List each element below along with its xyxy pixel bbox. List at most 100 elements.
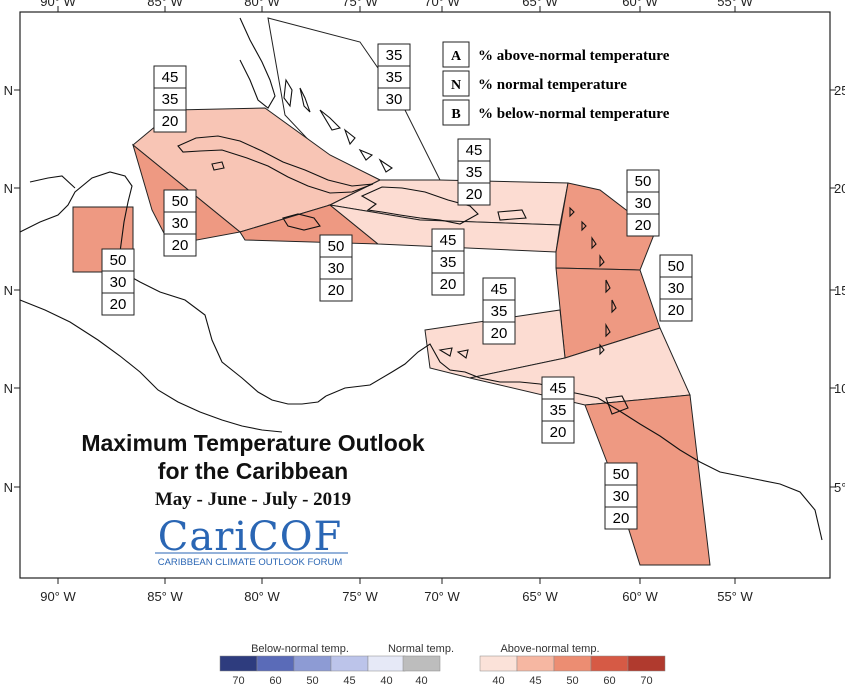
prob-cell	[431, 272, 465, 296]
prob-value-n: 30	[613, 488, 630, 505]
legend-below-swatch	[219, 655, 258, 672]
prob-value-a: 50	[613, 466, 630, 483]
legend-below-label: 60	[269, 675, 281, 684]
legend-above-label: 60	[603, 675, 615, 684]
key-box	[442, 41, 470, 68]
prob-value-a: 45	[440, 232, 457, 249]
lat-label-right: 15°	[834, 283, 845, 298]
lat-label-right: 5°	[834, 480, 845, 495]
prob-cell	[482, 321, 516, 345]
lat-label-left: N	[4, 283, 13, 298]
prob-box-guianas: 50 30 20	[604, 462, 638, 530]
prob-value-n: 30	[668, 280, 685, 297]
prob-value-n: 35	[162, 91, 179, 108]
prob-cell	[457, 182, 491, 206]
prob-value-n: 35	[440, 254, 457, 271]
hispaniola-coast	[360, 186, 479, 225]
lon-label-top: 75° W	[342, 0, 378, 9]
map-frame	[19, 11, 831, 579]
legend-above-label: 70	[640, 675, 652, 684]
legend-above-swatch	[627, 655, 666, 672]
prob-cell	[604, 506, 638, 530]
legend-below-label: 70	[232, 675, 244, 684]
prob-value-a: 50	[172, 193, 189, 210]
lon-label-top: 85° W	[147, 0, 183, 9]
prob-box-trinidad: 45 35 20	[541, 376, 575, 444]
bahamas-coast	[283, 78, 393, 173]
prob-value-n: 30	[635, 195, 652, 212]
lon-label-bottom: 80° W	[244, 589, 280, 604]
puerto-rico-coast	[497, 209, 527, 221]
legend-below-swatch	[330, 655, 369, 672]
key-letter: N	[451, 78, 461, 93]
prob-box-leeward: 50 30 20	[626, 169, 660, 237]
prob-value-b: 20	[491, 325, 508, 342]
title-line-2: for the Caribbean	[158, 458, 348, 484]
lat-label-right: 10°	[834, 381, 845, 396]
prob-value-a: 50	[668, 258, 685, 275]
prob-value-b: 20	[550, 424, 567, 441]
florida-coast	[239, 17, 276, 109]
lon-label-bottom: 70° W	[424, 589, 460, 604]
key-text: % normal temperature	[478, 77, 627, 93]
isla-juventud-coast	[211, 161, 225, 171]
lon-label-bottom: 60° W	[622, 589, 658, 604]
prob-box-hispaniola-pr: 45 35 20	[457, 138, 491, 206]
lat-label-right: 25°	[834, 83, 845, 98]
central-america-pacific-coast	[19, 299, 283, 433]
caricof-logo: CariCOF CARIBBEAN CLIMATE OUTLOOK FORUM	[155, 514, 348, 568]
prob-box-abc-islands: 45 35 20	[482, 277, 516, 345]
prob-box-windward: 50 30 20	[659, 254, 693, 322]
lon-label-top: 80° W	[244, 0, 280, 9]
lon-label-bottom: 55° W	[717, 589, 753, 604]
title-period: May - June - July - 2019	[155, 489, 351, 510]
legend-below-label: 40	[380, 675, 392, 684]
prob-value-b: 20	[162, 113, 179, 130]
legend-below: Below-normal temp. 70 60 50 45 40	[219, 643, 406, 684]
legend-below-swatch	[293, 655, 332, 672]
jamaica-coast	[282, 213, 321, 231]
key-box	[442, 99, 470, 126]
logo-subtitle: CARIBBEAN CLIMATE OUTLOOK FORUM	[158, 557, 343, 568]
prob-cell	[377, 87, 411, 111]
prob-value-n: 35	[550, 402, 567, 419]
prob-cell	[319, 278, 353, 302]
prob-value-a: 35	[386, 47, 403, 64]
lat-label-left: N	[4, 480, 13, 495]
lat-label-right: 20°	[834, 181, 845, 196]
legend-above: Above-normal temp. 40 45 50 60 70	[479, 643, 666, 684]
prob-value-n: 30	[328, 260, 345, 277]
prob-box-cuba: 45 35 20	[153, 65, 187, 133]
key-letter: B	[451, 107, 460, 122]
legend-above-label: 45	[529, 675, 541, 684]
prob-value-b: 20	[668, 302, 685, 319]
prob-cell	[163, 233, 197, 257]
legend-below-title: Below-normal temp.	[251, 643, 349, 655]
key-text: % below-normal temperature	[478, 106, 670, 122]
lon-label-top: 55° W	[717, 0, 753, 9]
prob-value-b: 20	[466, 186, 483, 203]
legend-above-title: Above-normal temp.	[500, 643, 599, 655]
prob-cell	[101, 292, 135, 316]
prob-box-bahamas: 35 35 30	[377, 43, 411, 111]
prob-value-n: 30	[110, 274, 127, 291]
prob-value-a: 50	[328, 238, 345, 255]
legend-above-swatch	[479, 655, 518, 672]
lesser-antilles-coast	[569, 206, 617, 356]
prob-value-n: 30	[172, 215, 189, 232]
legend-below-label: 50	[306, 675, 318, 684]
prob-value-a: 50	[635, 173, 652, 190]
lon-label-bottom: 85° W	[147, 589, 183, 604]
probability-labels: 35 35 30 45 35 20 50 30 20 50 30 20 50 30 20 45 35 20 45 35…	[101, 43, 693, 530]
lon-label-top: 65° W	[522, 0, 558, 9]
legend-below-swatch	[256, 655, 295, 672]
prob-value-a: 45	[491, 281, 508, 298]
abc-islands-coast	[438, 347, 469, 359]
region-guianas	[584, 394, 711, 566]
prob-value-b: 20	[328, 282, 345, 299]
map-axes: 90° W 90° W 85° W 85° W 80° W 80° W 75° W 75° W…	[4, 0, 845, 604]
legend-normal-swatch	[402, 655, 441, 672]
prob-box-west-caribbean: 50 30 20	[163, 189, 197, 257]
